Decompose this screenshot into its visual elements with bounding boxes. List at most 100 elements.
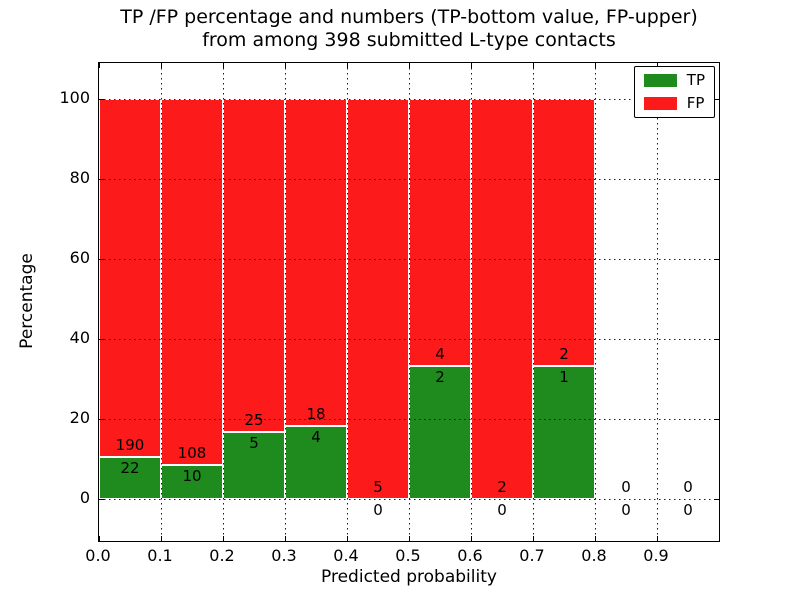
y-tick-mark [714, 499, 719, 500]
fp-count-label: 5 [373, 478, 383, 496]
y-gridline [99, 419, 719, 420]
x-gridline [285, 63, 286, 541]
y-gridline [99, 499, 719, 500]
x-tick-mark [99, 536, 100, 541]
tp-count-label: 0 [373, 501, 383, 519]
legend-label: FP [686, 94, 705, 112]
y-axis-label: Percentage [14, 62, 40, 540]
x-gridline [471, 63, 472, 541]
x-tick-label: 0.7 [519, 546, 545, 565]
tp-count-label: 0 [497, 501, 507, 519]
x-gridline [347, 63, 348, 541]
fp-count-label: 4 [435, 344, 445, 363]
y-axis-label-text: Percentage [17, 253, 38, 349]
y-tick-mark [714, 259, 719, 260]
x-tick-mark [99, 63, 100, 68]
tp-bar-segment [285, 426, 347, 499]
legend-item: TP [643, 71, 705, 89]
fp-count-label: 0 [621, 478, 631, 496]
legend: TP FP [633, 66, 715, 118]
fp-bar-segment [533, 99, 595, 366]
x-gridline [657, 63, 658, 541]
x-axis-label: Predicted probability [321, 567, 497, 587]
fp-count-label: 25 [244, 411, 264, 430]
fp-bar-segment [223, 99, 285, 433]
x-tick-label: 0.5 [395, 546, 421, 565]
x-tick-mark [409, 536, 410, 541]
y-gridline [99, 179, 719, 180]
tp-legend-swatch [643, 74, 677, 87]
tp-bar-segment [99, 457, 161, 499]
fp-count-label: 190 [115, 436, 145, 455]
legend-label: TP [686, 71, 705, 89]
y-tick-mark [99, 339, 104, 340]
x-tick-label: 0.4 [333, 546, 359, 565]
x-tick-label: 0.1 [147, 546, 173, 565]
plot-area: 190 22 108 10 25 5 18 4 5 0 4 2 2 0 2 1 0 0 0 0 [98, 62, 720, 542]
x-tick-label: 0.9 [643, 546, 669, 565]
fp-count-label: 2 [559, 344, 569, 363]
x-tick-mark [533, 63, 534, 68]
x-tick-label: 0.0 [85, 546, 111, 565]
y-tick-mark [714, 339, 719, 340]
x-tick-mark [471, 536, 472, 541]
x-tick-mark [347, 63, 348, 68]
y-tick-label: 100 [59, 88, 90, 107]
x-tick-mark [657, 536, 658, 541]
x-gridline [409, 63, 410, 541]
tp-count-label: 10 [182, 467, 202, 486]
fp-bar-segment [409, 99, 471, 366]
x-tick-mark [223, 63, 224, 68]
tp-count-label: 0 [683, 501, 693, 519]
x-tick-mark [657, 63, 658, 68]
y-gridline [99, 99, 719, 100]
x-gridline [223, 63, 224, 541]
tp-count-label: 2 [435, 367, 445, 386]
y-tick-mark [99, 179, 104, 180]
y-tick-mark [714, 99, 719, 100]
fp-count-label: 18 [306, 405, 326, 424]
y-tick-label: 80 [69, 168, 90, 187]
y-gridline [99, 259, 719, 260]
y-tick-label: 60 [69, 248, 90, 267]
chart-title: TP /FP percentage and numbers (TP-bottom… [98, 6, 720, 52]
x-tick-mark [285, 63, 286, 68]
x-tick-mark [161, 63, 162, 68]
fp-bar-segment [161, 99, 223, 466]
tp-count-label: 22 [120, 459, 140, 478]
fp-bar-segment [347, 99, 409, 499]
y-tick-label: 20 [69, 408, 90, 427]
fp-bar-segment [99, 99, 161, 458]
tp-count-label: 5 [249, 434, 259, 453]
y-tick-mark [99, 259, 104, 260]
y-tick-mark [99, 419, 104, 420]
fp-bar-segment [471, 99, 533, 499]
legend-item: FP [643, 94, 705, 112]
x-tick-mark [285, 536, 286, 541]
y-tick-mark [714, 419, 719, 420]
x-tick-label: 0.8 [581, 546, 607, 565]
x-tick-mark [409, 63, 410, 68]
fp-count-label: 108 [177, 444, 207, 463]
chart-title-line1: TP /FP percentage and numbers (TP-bottom… [120, 6, 698, 28]
y-tick-label: 40 [69, 328, 90, 347]
tp-bar-segment [533, 365, 595, 499]
x-tick-mark [161, 536, 162, 541]
x-tick-mark [595, 63, 596, 68]
tp-count-label: 0 [621, 501, 631, 519]
x-tick-mark [533, 536, 534, 541]
x-tick-label: 0.6 [457, 546, 483, 565]
y-tick-mark [99, 499, 104, 500]
fp-count-label: 0 [683, 478, 693, 496]
y-tick-label: 0 [79, 488, 90, 507]
x-tick-mark [347, 536, 348, 541]
fp-count-label: 2 [497, 478, 507, 496]
tp-bar-segment [161, 465, 223, 499]
tp-count-label: 4 [311, 428, 321, 447]
x-gridline [595, 63, 596, 541]
chart-title-line2: from among 398 submitted L-type contacts [202, 29, 616, 51]
fp-bar-segment [285, 99, 347, 427]
x-tick-mark [471, 63, 472, 68]
x-tick-label: 0.2 [209, 546, 235, 565]
